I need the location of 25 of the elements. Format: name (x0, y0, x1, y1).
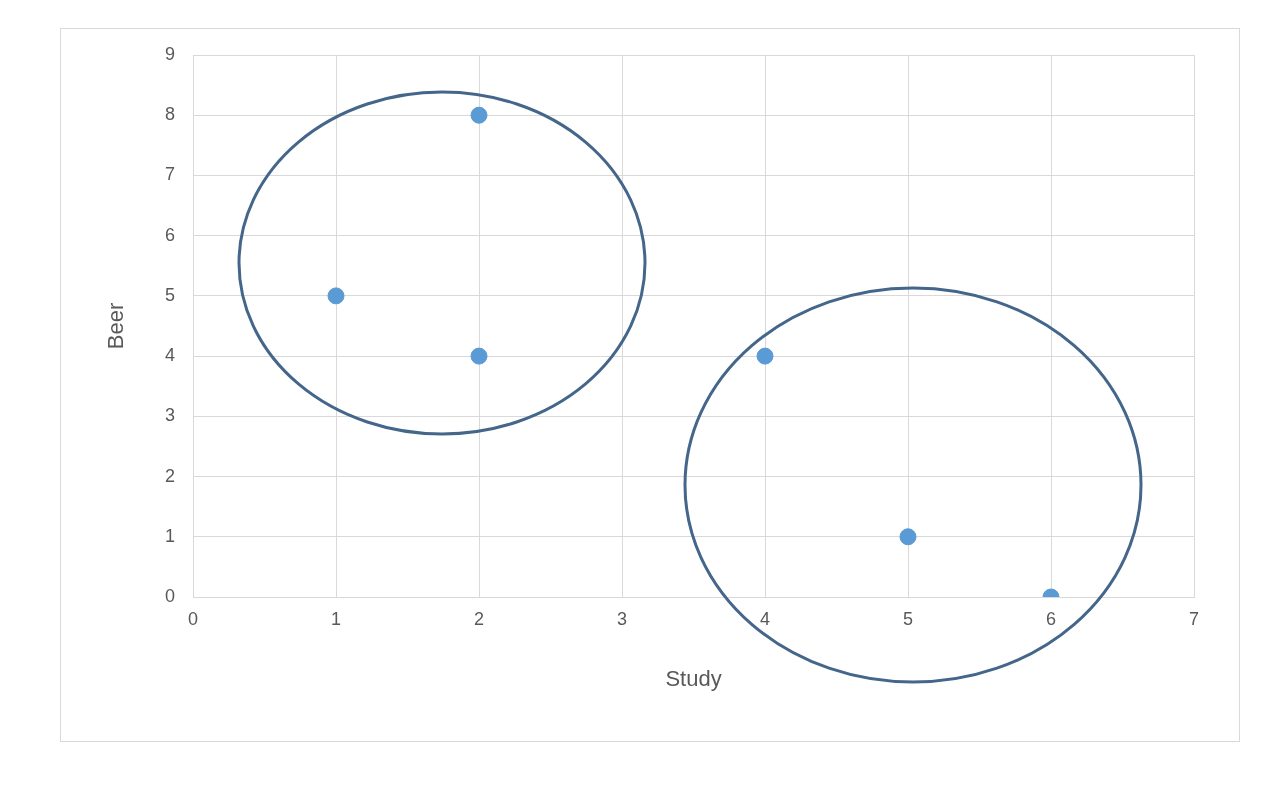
x-tick-label: 1 (330, 608, 342, 629)
y-tick-label: 5 (164, 284, 175, 305)
point (756, 347, 774, 365)
x-tick-label: 6 (1045, 608, 1057, 629)
y-tick-label: 1 (164, 525, 175, 546)
y-tick-label: 4 (164, 345, 175, 366)
point (470, 106, 488, 124)
y-tick-label: 6 (164, 224, 175, 245)
y-tick-label: 3 (164, 405, 175, 426)
x-tick-label: 2 (473, 608, 485, 629)
y-tick-label: 8 (164, 104, 175, 125)
point (470, 347, 488, 365)
x-tick-label: 0 (187, 608, 199, 629)
x-tick-label: 7 (1188, 608, 1200, 629)
x-axis-title: Study (665, 665, 722, 691)
x-tick-label: 4 (759, 608, 771, 629)
point (899, 528, 917, 546)
x-tick-label: 3 (616, 608, 628, 629)
y-axis-title: Beer (103, 302, 129, 350)
point (327, 287, 345, 305)
y-tick-label: 2 (164, 465, 175, 486)
y-tick-label: 9 (164, 43, 175, 64)
y-tick-label: 7 (164, 164, 175, 185)
y-tick-label: 0 (164, 585, 175, 606)
x-tick-label: 5 (902, 608, 914, 629)
